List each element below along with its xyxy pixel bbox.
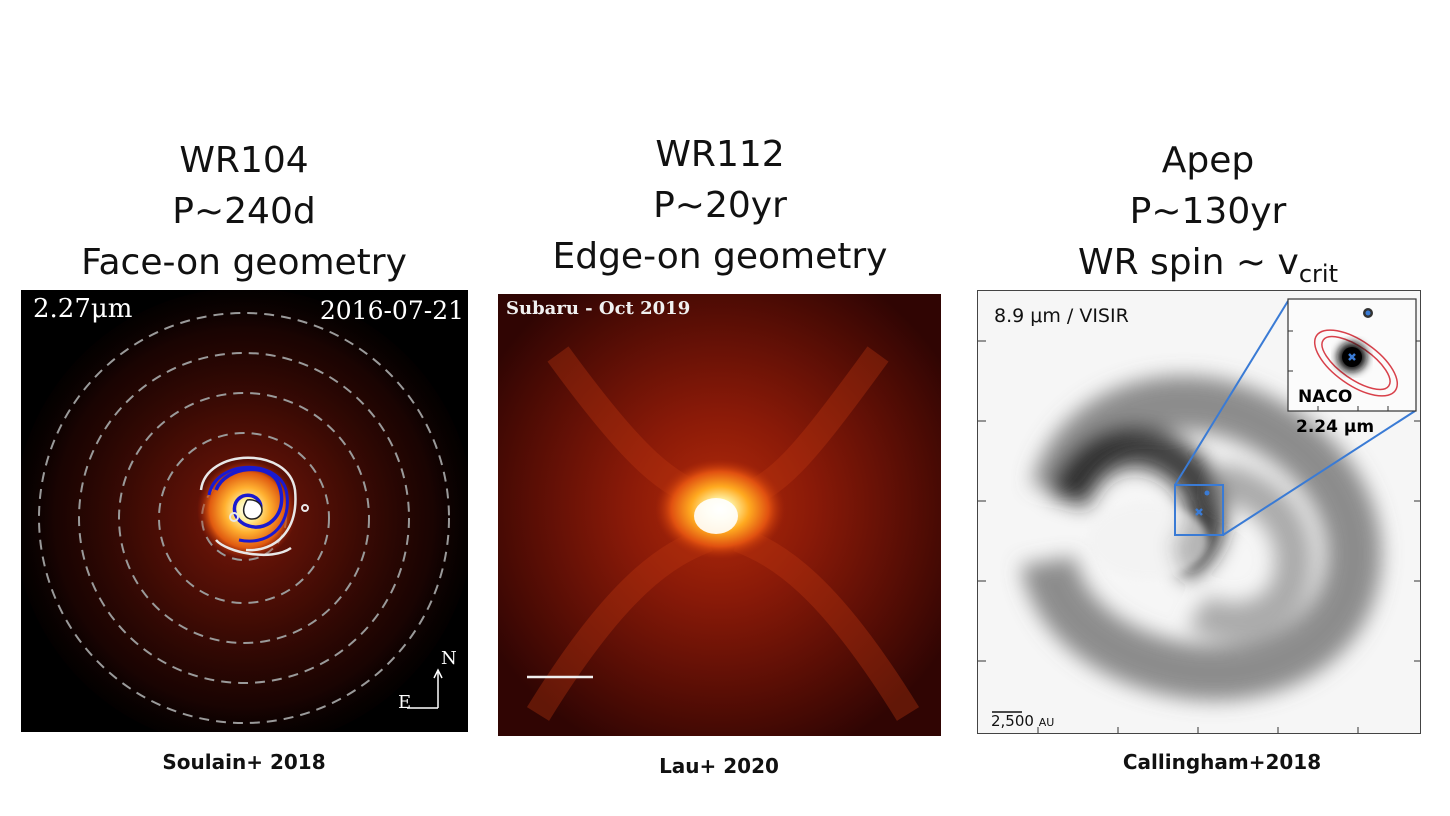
wr104-geometry: Face-on geometry bbox=[81, 242, 407, 283]
wr112-period: P~20yr bbox=[653, 185, 787, 226]
scale-bar-number: 2,500 bbox=[991, 712, 1034, 730]
apep-image-graphic bbox=[978, 291, 1420, 733]
scale-bar-value: 2,500 AU bbox=[991, 712, 1054, 730]
wr104-image-graphic bbox=[21, 290, 468, 732]
wr104-image: 2.27μm 2016-07-21 N E bbox=[21, 290, 468, 732]
wr112-caption: Lau+ 2020 bbox=[659, 754, 779, 778]
apep-spin-subscript: crit bbox=[1298, 260, 1338, 288]
wr112-instrument-label: Subaru - Oct 2019 bbox=[506, 298, 691, 319]
inset-wavelength-label: 2.24 μm bbox=[1296, 417, 1375, 437]
scale-bar-unit: AU bbox=[1038, 716, 1055, 729]
wr104-wavelength-label: 2.27μm bbox=[33, 294, 133, 324]
apep-image: 8.9 μm / VISIR NACO 2.24 μm 2,500 AU bbox=[977, 290, 1421, 734]
apep-period: P~130yr bbox=[1129, 191, 1287, 232]
apep-heading: Apep P~130yr WR spin ~ vcrit bbox=[1008, 135, 1408, 288]
apep-spin-text: WR spin ~ v bbox=[1078, 242, 1299, 283]
wr104-heading: WR104 P~240d Face-on geometry bbox=[44, 135, 444, 288]
compass-east-label: E bbox=[398, 692, 412, 713]
wr104-period: P~240d bbox=[172, 191, 316, 232]
inset-instrument-label: NACO bbox=[1298, 387, 1353, 407]
wr112-geometry: Edge-on geometry bbox=[552, 236, 888, 277]
wr112-image-graphic bbox=[498, 294, 941, 736]
wr112-name: WR112 bbox=[655, 134, 785, 175]
wr104-date-label: 2016-07-21 bbox=[319, 296, 464, 325]
wr104-caption: Soulain+ 2018 bbox=[162, 750, 326, 774]
apep-instrument-label: 8.9 μm / VISIR bbox=[994, 305, 1129, 327]
compass-north-label: N bbox=[441, 648, 457, 669]
apep-caption: Callingham+2018 bbox=[1122, 750, 1322, 774]
apep-name: Apep bbox=[1161, 140, 1255, 181]
wr112-image: Subaru - Oct 2019 bbox=[498, 294, 941, 736]
wr112-heading: WR112 P~20yr Edge-on geometry bbox=[520, 129, 920, 282]
apep-spin: WR spin ~ vcrit bbox=[1008, 237, 1408, 288]
wr104-name: WR104 bbox=[179, 140, 309, 181]
